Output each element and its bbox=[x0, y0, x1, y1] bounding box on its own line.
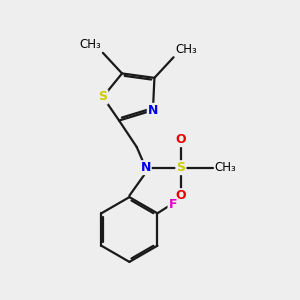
Text: F: F bbox=[169, 198, 177, 211]
Text: N: N bbox=[140, 161, 151, 174]
Text: O: O bbox=[176, 189, 186, 202]
Text: O: O bbox=[176, 133, 186, 146]
Text: CH₃: CH₃ bbox=[215, 161, 236, 174]
Text: S: S bbox=[98, 91, 107, 103]
Text: S: S bbox=[176, 161, 185, 174]
Text: CH₃: CH₃ bbox=[80, 38, 101, 51]
Text: N: N bbox=[148, 104, 158, 117]
Text: CH₃: CH₃ bbox=[175, 43, 197, 56]
